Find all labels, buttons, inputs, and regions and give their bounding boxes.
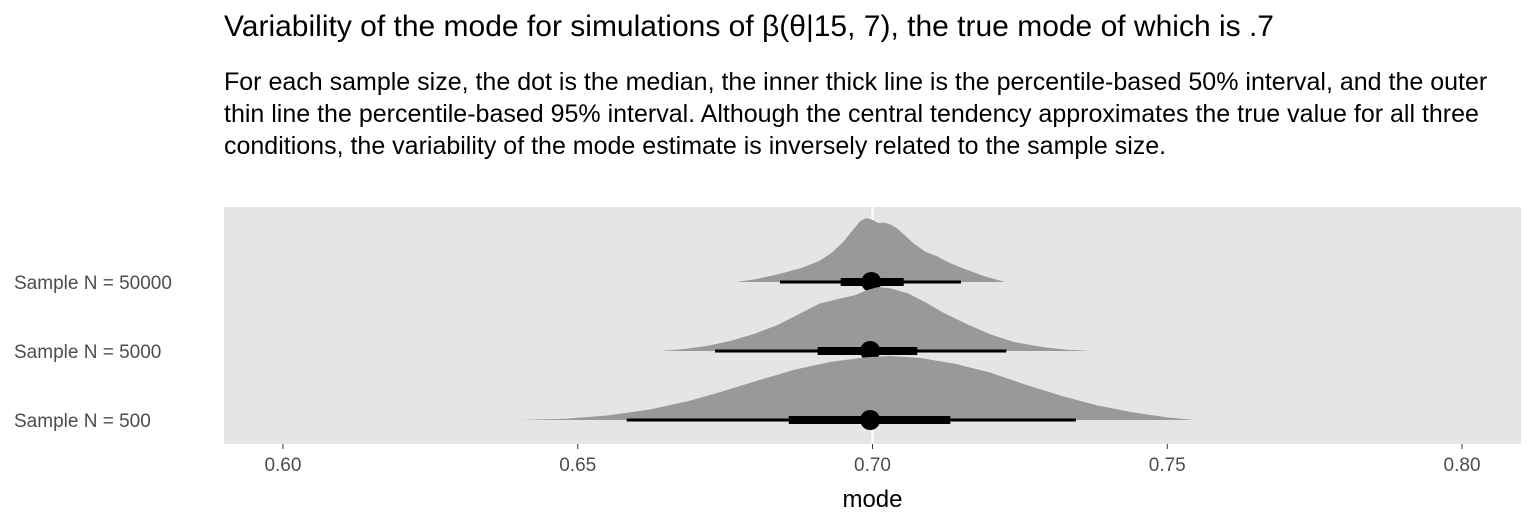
y-tick-label-1: Sample N = 50000: [14, 273, 172, 294]
y-tick-label-2: Sample N = 5000: [14, 342, 161, 363]
series-3: [518, 356, 1194, 430]
y-axis-labels: Sample N = 50000 Sample N = 5000 Sample N …: [14, 273, 172, 432]
x-tick-label-3: 0.70: [854, 455, 891, 476]
x-tick-label-2: 0.65: [559, 455, 596, 476]
density-1: [736, 218, 1006, 282]
chart-title: Variability of the mode for simulations …: [224, 10, 1274, 43]
median-dot-3: [860, 410, 881, 430]
x-axis-title: mode: [842, 486, 902, 513]
plot-marks: [518, 218, 1194, 430]
median-dot-1: [861, 272, 882, 292]
series-2: [660, 287, 1091, 361]
x-tick-label-5: 0.80: [1444, 455, 1481, 476]
chart-subtitle: For each sample size, the dot is the med…: [224, 68, 1488, 160]
median-dot-2: [860, 341, 881, 361]
x-axis: 0.60 0.65 0.70 0.75 0.80: [264, 444, 1481, 476]
series-1: [736, 218, 1006, 292]
x-tick-label-1: 0.60: [264, 455, 301, 476]
x-tick-label-4: 0.75: [1149, 455, 1186, 476]
density-3: [518, 356, 1194, 420]
y-tick-label-3: Sample N = 500: [14, 411, 151, 432]
density-2: [660, 287, 1091, 351]
